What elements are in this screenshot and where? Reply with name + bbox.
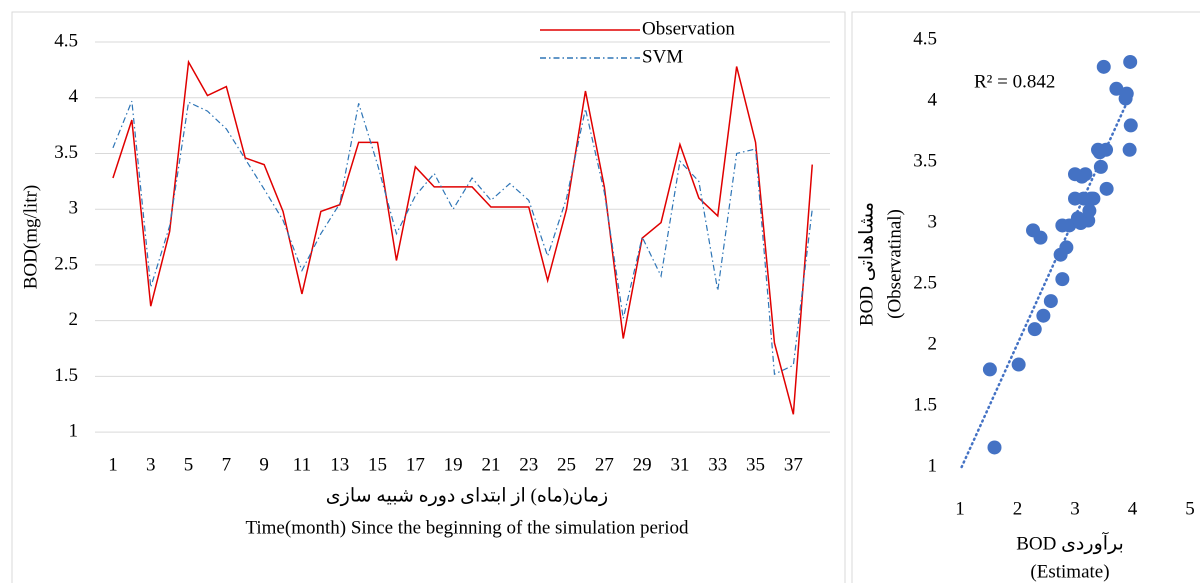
point <box>1068 167 1082 182</box>
y-tick-label: 3 <box>69 198 79 219</box>
point <box>1099 181 1114 196</box>
y-tick-label: 3.5 <box>913 150 937 171</box>
point <box>987 440 1002 455</box>
y-tick-label: 3.5 <box>54 142 78 163</box>
x-tick-label: 35 <box>746 454 765 475</box>
x-tick-label: 21 <box>481 454 500 475</box>
right-panel <box>851 11 1200 583</box>
y-tick-label: 2 <box>928 333 938 354</box>
y-tick-label: 1 <box>928 455 938 476</box>
x-tick-label: 1 <box>955 498 965 519</box>
x-tick-label: 4 <box>1128 498 1138 519</box>
x-tick-label: 13 <box>330 454 349 475</box>
point <box>1119 86 1134 101</box>
x-tick-label: 7 <box>222 454 232 475</box>
x-tick-label: 9 <box>259 454 269 475</box>
point <box>1122 142 1137 157</box>
point <box>1093 159 1108 174</box>
x-tick-label: 2 <box>1013 498 1023 519</box>
y-tick-label: 1.5 <box>54 365 78 386</box>
point <box>1076 191 1091 206</box>
legend-label: Observation <box>642 18 735 39</box>
point <box>1011 357 1026 372</box>
x-axis-label: زمان(ماه) از ابتدای دوره شبیه سازی <box>326 485 608 506</box>
point <box>1053 247 1068 262</box>
y-tick-label: 2 <box>69 309 79 330</box>
point <box>1099 142 1114 157</box>
point <box>1027 322 1042 337</box>
y-tick-label: 2.5 <box>54 253 78 274</box>
x-tick-label: 25 <box>557 454 576 475</box>
y-tick-label: 4.5 <box>913 28 937 49</box>
point <box>1036 308 1051 323</box>
y-tick-label: 4 <box>69 86 79 107</box>
y-tick-label: 2.5 <box>913 272 937 293</box>
point <box>1082 203 1097 218</box>
point <box>1026 223 1041 238</box>
point <box>1096 59 1111 74</box>
x-tick-label: 29 <box>633 454 652 475</box>
x-axis-label: BOD برآوردی <box>1016 531 1124 554</box>
x-tick-label: 31 <box>670 454 689 475</box>
point <box>1123 54 1138 69</box>
point <box>1055 218 1070 233</box>
x-tick-label: 3 <box>146 454 156 475</box>
x-tick-label: 11 <box>293 454 311 475</box>
x-tick-label: 15 <box>368 454 387 475</box>
x-tick-label: 1 <box>108 454 118 475</box>
x-tick-label: 19 <box>444 454 463 475</box>
x-axis-label: (Estimate) <box>1030 561 1109 582</box>
left-panel <box>11 11 846 583</box>
x-tick-label: 17 <box>406 454 425 475</box>
y-axis-label: BOD مشاهداتی <box>856 202 877 326</box>
y-tick-label: 1.5 <box>913 394 937 415</box>
series-line <box>112 59 813 415</box>
point <box>1123 118 1138 133</box>
y-tick-label: 3 <box>928 211 938 232</box>
y-tick-label: 4.5 <box>54 30 78 51</box>
x-tick-label: 5 <box>1185 498 1195 519</box>
x-tick-label: 33 <box>708 454 727 475</box>
x-tick-label: 3 <box>1070 498 1080 519</box>
point <box>1073 216 1088 230</box>
point <box>982 362 997 377</box>
x-tick-label: 27 <box>595 454 614 475</box>
legend-label: SVM <box>642 46 683 67</box>
y-axis-label: (Observatinal) <box>884 209 905 319</box>
series-line <box>112 100 813 376</box>
y-axis-label: BOD(mg/litr) <box>20 185 41 290</box>
point <box>1055 272 1070 287</box>
x-tick-label: 37 <box>784 454 803 475</box>
point <box>1043 294 1058 309</box>
y-tick-label: 1 <box>69 420 79 441</box>
x-tick-label: 5 <box>184 454 194 475</box>
x-tick-label: 23 <box>519 454 538 475</box>
annotation: R² = 0.842 <box>974 71 1055 92</box>
x-axis-label: Time(month) Since the beginning of the s… <box>245 517 689 538</box>
y-tick-label: 4 <box>928 89 938 110</box>
